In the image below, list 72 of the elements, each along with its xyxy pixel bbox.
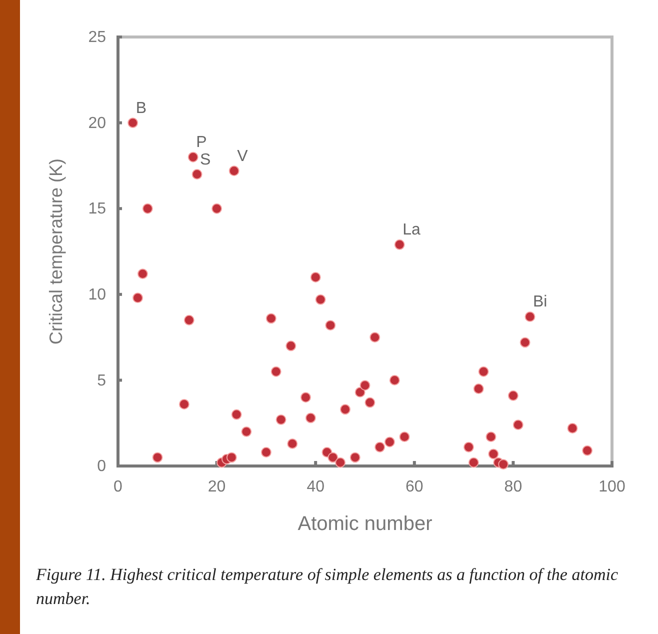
point [370, 332, 380, 343]
y-tick-label: 10 [88, 286, 106, 304]
point [287, 438, 298, 449]
point [270, 366, 282, 377]
point [142, 203, 153, 214]
point [498, 459, 509, 470]
point [228, 166, 240, 176]
annotation: Bi [532, 294, 548, 311]
annotation: S [200, 151, 211, 168]
point [286, 340, 296, 352]
point [276, 414, 286, 425]
point [478, 366, 489, 377]
annotation: La [402, 222, 420, 239]
point [300, 392, 311, 403]
point [212, 203, 222, 214]
x-tick-label: 20 [208, 478, 226, 496]
point [364, 397, 376, 408]
point [389, 374, 400, 386]
point [226, 452, 237, 463]
point [374, 442, 386, 452]
point [315, 294, 326, 305]
point [473, 384, 484, 394]
caption: Figure 11. Highest critical temperature of simple elements as a function of the atomic number. [36, 564, 619, 610]
y-axis-title: Critical temperature (K) [46, 158, 66, 345]
x-tick-label: 100 [598, 478, 626, 496]
x-tick-label: 60 [406, 478, 424, 496]
point [520, 337, 530, 348]
point [399, 432, 410, 442]
point [188, 152, 198, 162]
x-tick-label: 80 [504, 478, 522, 496]
point [184, 314, 194, 326]
point [486, 432, 496, 442]
point [328, 452, 338, 463]
point [335, 457, 346, 468]
point [512, 420, 524, 430]
point [468, 457, 479, 468]
point [508, 390, 518, 401]
y-tick-label: 25 [88, 29, 106, 46]
point [325, 320, 336, 330]
point [340, 404, 350, 415]
annotation: B [136, 100, 146, 117]
point [152, 452, 163, 463]
point [582, 445, 593, 456]
point [464, 442, 474, 452]
x-tick-label: 0 [114, 478, 123, 496]
y-tick-label: 15 [88, 200, 106, 218]
x-axis-title: Atomic number [298, 513, 433, 535]
point [260, 447, 272, 458]
point [310, 272, 321, 282]
point [350, 452, 360, 463]
point [241, 426, 252, 437]
point [128, 118, 138, 128]
point [354, 387, 366, 398]
y-tick-label: 5 [97, 372, 106, 390]
point [360, 380, 370, 391]
annotation: V [237, 148, 248, 165]
point [305, 412, 316, 424]
point [178, 399, 190, 410]
y-tick-label: 0 [97, 458, 106, 476]
point [567, 423, 578, 434]
y-tick-label: 20 [88, 114, 106, 132]
point [231, 409, 242, 420]
point [132, 292, 143, 304]
point [192, 169, 202, 180]
point [266, 313, 276, 324]
point [394, 239, 405, 250]
point [384, 436, 395, 448]
annotation: P [196, 134, 207, 152]
point [488, 448, 499, 460]
x-tick-label: 40 [306, 478, 325, 496]
point [524, 311, 536, 322]
point [137, 268, 148, 280]
